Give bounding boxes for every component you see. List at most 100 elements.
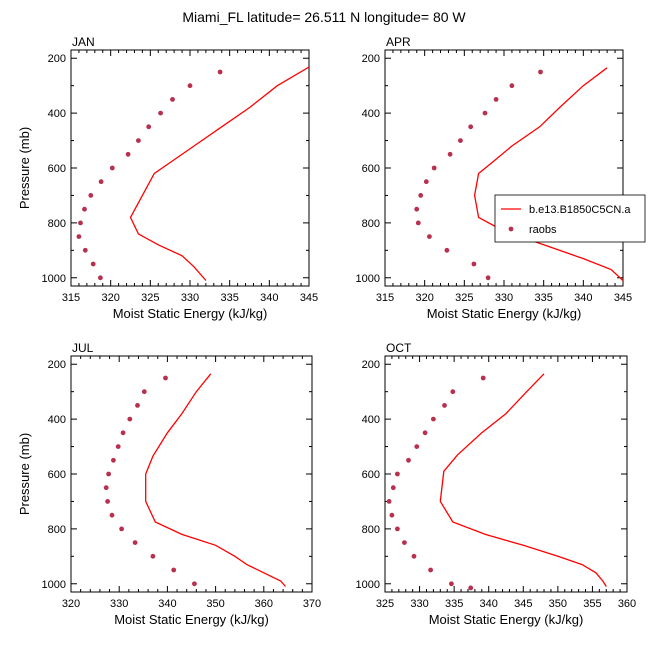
x-tick-label: 330 [110, 598, 128, 610]
raobs-point [415, 220, 421, 226]
x-tick-label: 315 [376, 292, 394, 304]
x-axis-label: Moist Static Energy (kJ/kg) [429, 612, 584, 627]
raobs-point [136, 138, 141, 144]
y-tick-label: 200 [362, 359, 380, 371]
raobs-point [418, 193, 424, 198]
y-tick-label: 400 [48, 108, 66, 120]
raobs-point [428, 567, 433, 573]
y-tick-label: 800 [48, 218, 66, 230]
y-tick-label: 600 [362, 469, 380, 481]
raobs-point [414, 444, 420, 449]
model-series-line [145, 373, 286, 587]
y-tick-label: 600 [48, 163, 66, 175]
raobs-point [150, 553, 156, 559]
raobs-point [468, 124, 474, 130]
y-tick-label: 1000 [356, 273, 380, 285]
raobs-point [447, 151, 453, 157]
raobs-point [82, 206, 87, 212]
raobs-point [119, 526, 124, 532]
y-tick-label: 600 [48, 469, 66, 481]
raobs-point [111, 457, 116, 463]
x-tick-label: 335 [220, 292, 238, 304]
x-tick-label: 350 [549, 598, 567, 610]
x-tick-label: 335 [445, 598, 463, 610]
raobs-point [427, 234, 432, 240]
raobs-point [76, 234, 82, 240]
plot-frame [384, 49, 624, 287]
raobs-point [414, 206, 420, 212]
legend-point-marker [508, 226, 514, 232]
y-tick-label: 800 [48, 524, 66, 536]
raobs-point [90, 261, 96, 267]
raobs-point [389, 512, 395, 518]
raobs-point [423, 179, 429, 185]
raobs-point [390, 485, 396, 491]
plot-area [103, 373, 286, 587]
x-tick-label: 330 [495, 292, 513, 304]
raobs-point [158, 110, 164, 116]
raobs-point [146, 124, 152, 130]
y-tick-label: 400 [362, 414, 380, 426]
y-axis-label: Pressure (mb) [17, 433, 32, 515]
panel-title: OCT [386, 341, 412, 355]
y-tick-label: 800 [362, 524, 380, 536]
raobs-point [125, 151, 131, 157]
x-tick-label: 340 [574, 292, 592, 304]
raobs-point [187, 83, 193, 89]
x-tick-label: 345 [300, 292, 318, 304]
raobs-point [422, 430, 428, 436]
raobs-point [88, 193, 94, 198]
x-tick-label: 330 [181, 292, 199, 304]
x-tick-label: 345 [614, 292, 632, 304]
raobs-point [444, 247, 450, 253]
plot-area [76, 66, 309, 281]
x-tick-label: 330 [410, 598, 428, 610]
x-tick-label: 320 [101, 292, 119, 304]
raobs-point [468, 585, 474, 591]
raobs-point [98, 179, 104, 185]
raobs-point [132, 540, 138, 545]
raobs-point [538, 69, 543, 75]
raobs-point [402, 540, 407, 545]
legend: b.e13.B1850C5CN.a raobs [494, 194, 646, 243]
raobs-point [163, 375, 168, 381]
raobs-point [170, 97, 175, 102]
x-tick-label: 320 [415, 292, 433, 304]
panel-apr: APR 315 320 325 330 335 340 345 200 400 600 800 1000… [356, 35, 646, 321]
x-tick-label: 345 [514, 598, 532, 610]
x-tick-label: 350 [206, 598, 224, 610]
raobs-point [109, 165, 115, 171]
x-tick-label: 320 [62, 598, 80, 610]
raobs-point [171, 567, 177, 573]
raobs-point [485, 275, 491, 281]
y-tick-label: 600 [362, 163, 380, 175]
raobs-point [411, 553, 417, 559]
x-tick-label: 355 [583, 598, 601, 610]
raobs-point [442, 403, 447, 408]
raobs-point [127, 416, 133, 422]
panel-title: APR [386, 35, 411, 49]
x-tick-label: 340 [158, 598, 176, 610]
raobs-point [106, 471, 111, 477]
y-tick-label: 400 [48, 414, 66, 426]
raobs-point [105, 499, 110, 504]
raobs-point [406, 457, 411, 463]
plot-frame [384, 355, 628, 593]
raobs-point [386, 499, 392, 504]
raobs-point [480, 375, 486, 381]
model-series-line [129, 66, 309, 281]
x-axis-label: Moist Static Energy (kJ/kg) [113, 306, 268, 321]
model-series-line [473, 67, 623, 281]
raobs-point [141, 389, 147, 395]
x-axis-label: Moist Static Energy (kJ/kg) [427, 306, 582, 321]
raobs-point [450, 389, 456, 395]
x-tick-label: 325 [376, 598, 394, 610]
raobs-point [471, 261, 477, 267]
legend-obs-label: raobs [529, 224, 557, 236]
x-tick-label: 335 [534, 292, 552, 304]
y-axis-label: Pressure (mb) [17, 127, 32, 209]
raobs-point [431, 416, 436, 422]
raobs-point [509, 83, 515, 89]
raobs-point [395, 471, 400, 477]
